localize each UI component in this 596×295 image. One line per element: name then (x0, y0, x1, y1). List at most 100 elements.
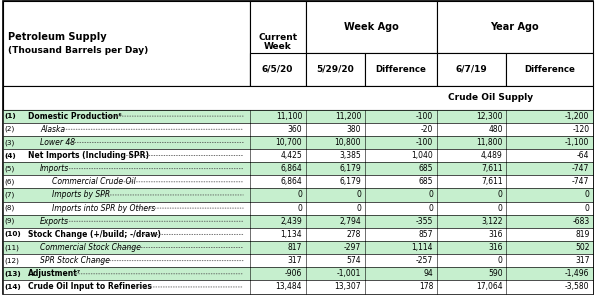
Text: 1,040: 1,040 (411, 151, 433, 160)
Text: (14): (14) (5, 284, 21, 290)
Text: 6,864: 6,864 (280, 177, 302, 186)
Bar (3, 86, 593, 109)
Text: -747: -747 (572, 177, 589, 186)
Text: 317: 317 (575, 256, 589, 265)
Text: Commercial Crude Oil: Commercial Crude Oil (52, 177, 136, 186)
Bar (3, 228, 593, 241)
Text: (4): (4) (5, 153, 17, 158)
Text: -100: -100 (416, 138, 433, 147)
Text: Difference: Difference (524, 65, 575, 74)
Text: 6/5/20: 6/5/20 (262, 65, 293, 74)
Text: Imports into SPR by Others: Imports into SPR by Others (52, 204, 155, 213)
Text: 360: 360 (287, 125, 302, 134)
Text: Lower 48: Lower 48 (40, 138, 75, 147)
Text: Adjustment⁷: Adjustment⁷ (28, 269, 81, 278)
Bar (3, 123, 593, 136)
Bar (3, 267, 593, 280)
Text: 11,200: 11,200 (335, 112, 361, 121)
Text: -355: -355 (415, 217, 433, 226)
Text: -1,001: -1,001 (337, 269, 361, 278)
Text: 0: 0 (356, 191, 361, 199)
Text: -747: -747 (572, 164, 589, 173)
Bar (250, 53, 306, 86)
Text: (12): (12) (5, 258, 20, 264)
Text: Petroleum Supply: Petroleum Supply (8, 32, 106, 42)
Text: 857: 857 (418, 230, 433, 239)
Text: 178: 178 (419, 282, 433, 291)
Text: -1,496: -1,496 (565, 269, 589, 278)
Text: 13,307: 13,307 (334, 282, 361, 291)
Bar (3, 162, 593, 175)
Text: 11,100: 11,100 (276, 112, 302, 121)
Bar (3, 241, 593, 254)
Text: 0: 0 (297, 204, 302, 213)
Text: (8): (8) (5, 205, 15, 211)
Text: 1,114: 1,114 (412, 243, 433, 252)
Text: -1,100: -1,100 (565, 138, 589, 147)
Text: 316: 316 (488, 243, 502, 252)
Text: 7,611: 7,611 (481, 164, 502, 173)
Text: Difference: Difference (375, 65, 426, 74)
Text: 380: 380 (347, 125, 361, 134)
Text: -3,580: -3,580 (565, 282, 589, 291)
Text: -20: -20 (421, 125, 433, 134)
Text: 6/7/19: 6/7/19 (455, 65, 488, 74)
Bar (3, 189, 593, 201)
Text: SPR Stock Change: SPR Stock Change (40, 256, 110, 265)
Text: (Thousand Barrels per Day): (Thousand Barrels per Day) (8, 46, 148, 55)
Text: Year Ago: Year Ago (491, 22, 539, 32)
Bar (3, 1, 250, 86)
Text: 685: 685 (418, 177, 433, 186)
Text: Exports: Exports (40, 217, 69, 226)
Bar (3, 254, 593, 267)
Text: -297: -297 (344, 243, 361, 252)
Text: -100: -100 (416, 112, 433, 121)
Text: 4,489: 4,489 (481, 151, 502, 160)
Bar (306, 1, 437, 53)
Text: Stock Change (+/build; -/draw): Stock Change (+/build; -/draw) (28, 230, 161, 239)
Bar (437, 53, 506, 86)
Text: (1): (1) (5, 113, 17, 119)
Text: 1,134: 1,134 (281, 230, 302, 239)
Text: 502: 502 (575, 243, 589, 252)
Text: 0: 0 (428, 204, 433, 213)
Text: 0: 0 (498, 191, 502, 199)
Text: Alaska: Alaska (40, 125, 65, 134)
Text: 3,385: 3,385 (339, 151, 361, 160)
Text: (9): (9) (5, 218, 15, 224)
Text: 7,611: 7,611 (481, 177, 502, 186)
Bar (437, 1, 593, 53)
Text: Commercial Stock Change: Commercial Stock Change (40, 243, 141, 252)
Text: -120: -120 (572, 125, 589, 134)
Text: 6,179: 6,179 (339, 177, 361, 186)
Text: 2,439: 2,439 (280, 217, 302, 226)
Text: 819: 819 (575, 230, 589, 239)
Text: 13,484: 13,484 (275, 282, 302, 291)
Text: 0: 0 (585, 191, 589, 199)
Text: -683: -683 (572, 217, 589, 226)
Text: (11): (11) (5, 244, 20, 251)
Text: 278: 278 (347, 230, 361, 239)
Text: Net Imports (Including SPR): Net Imports (Including SPR) (28, 151, 149, 160)
Bar (365, 53, 437, 86)
Text: 0: 0 (585, 204, 589, 213)
Text: 3,122: 3,122 (481, 217, 502, 226)
Bar (3, 215, 593, 228)
Text: (2): (2) (5, 126, 15, 132)
Bar (250, 1, 306, 86)
Text: (5): (5) (5, 165, 15, 172)
Bar (3, 109, 593, 123)
Bar (306, 53, 365, 86)
Text: 574: 574 (346, 256, 361, 265)
Text: 6,179: 6,179 (339, 164, 361, 173)
Text: (13): (13) (5, 271, 21, 277)
Text: 480: 480 (488, 125, 502, 134)
Text: 590: 590 (488, 269, 502, 278)
Text: 817: 817 (288, 243, 302, 252)
Text: 17,064: 17,064 (476, 282, 502, 291)
Text: Week Ago: Week Ago (344, 22, 399, 32)
Text: 685: 685 (418, 164, 433, 173)
Text: 12,300: 12,300 (476, 112, 502, 121)
Text: (3): (3) (5, 139, 15, 146)
Text: 316: 316 (488, 230, 502, 239)
